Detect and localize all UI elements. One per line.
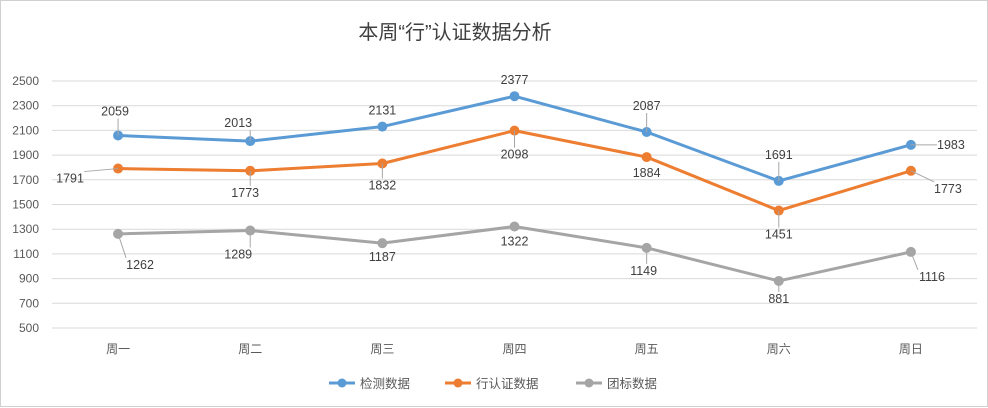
data-label: 1773 [934, 182, 962, 196]
legend-label: 检测数据 [360, 376, 410, 391]
leader-line [84, 168, 119, 173]
data-labels: 2059 2013 2131 2377 2087 1691 1983 1791 1773 1832… [56, 73, 965, 306]
legend-marker [337, 378, 347, 388]
x-tick-label: 周六 [767, 342, 791, 356]
x-tick-label: 周五 [635, 342, 659, 356]
x-tick-label: 周一 [106, 342, 130, 356]
x-axis-ticks: 周一 周二 周三 周四 周五 周六 周日 [106, 342, 923, 356]
y-tick-label: 2100 [12, 123, 39, 137]
data-label: 1322 [501, 234, 529, 248]
y-tick-label: 2500 [12, 74, 39, 88]
legend-item: 行认证数据 [445, 376, 539, 391]
y-tick-label: 1100 [13, 247, 39, 261]
y-tick-label: 900 [19, 272, 39, 286]
data-point [509, 221, 520, 232]
data-label: 2131 [368, 104, 396, 118]
data-label: 1262 [126, 258, 154, 272]
y-tick-label: 1700 [12, 173, 39, 187]
y-tick-label: 1500 [12, 198, 39, 212]
data-point [509, 91, 520, 102]
data-label: 2087 [633, 99, 661, 113]
legend-item: 团标数据 [576, 376, 657, 391]
x-tick-label: 周三 [370, 342, 394, 356]
data-label: 2098 [501, 148, 529, 162]
legend-marker [584, 378, 594, 388]
y-tick-label: 700 [19, 296, 39, 310]
data-label: 881 [768, 292, 789, 306]
leader-line [910, 170, 935, 183]
y-tick-label: 1900 [12, 148, 39, 162]
data-label: 2377 [501, 73, 529, 87]
legend: 检测数据 行认证数据 团标数据 [329, 376, 657, 391]
x-tick-label: 周日 [899, 342, 923, 356]
data-label: 1289 [224, 248, 252, 262]
x-tick-label: 周四 [502, 342, 526, 356]
data-label: 1884 [633, 166, 661, 180]
data-label: 2059 [101, 104, 129, 118]
legend-label: 行认证数据 [476, 376, 539, 391]
data-label: 1983 [937, 138, 965, 152]
data-point [377, 238, 388, 249]
data-label: 1691 [765, 148, 793, 162]
data-label: 1149 [630, 264, 657, 278]
y-tick-label: 500 [19, 321, 39, 335]
data-label: 1832 [368, 178, 396, 192]
leader-line [910, 251, 919, 271]
data-label: 2013 [224, 116, 252, 130]
data-point [641, 152, 652, 163]
gridlines [52, 80, 977, 329]
y-tick-label: 1300 [12, 222, 39, 236]
data-label: 1451 [765, 228, 793, 242]
legend-item: 检测数据 [329, 376, 410, 391]
leader-line [117, 233, 127, 259]
legend-marker [453, 378, 463, 388]
data-point [377, 121, 388, 132]
x-tick-label: 周二 [238, 342, 262, 356]
y-axis-ticks: 500 700 900 1100 1300 1500 1700 1900 2100 2300 250… [12, 74, 39, 335]
data-label: 1187 [369, 250, 396, 264]
y-tick-label: 2300 [12, 99, 39, 113]
data-label: 1791 [56, 172, 84, 186]
legend-label: 团标数据 [607, 376, 657, 391]
data-label: 1773 [231, 186, 259, 200]
data-label: 1116 [919, 270, 945, 284]
chart-title: 本周“行”认证数据分析 [358, 21, 551, 44]
